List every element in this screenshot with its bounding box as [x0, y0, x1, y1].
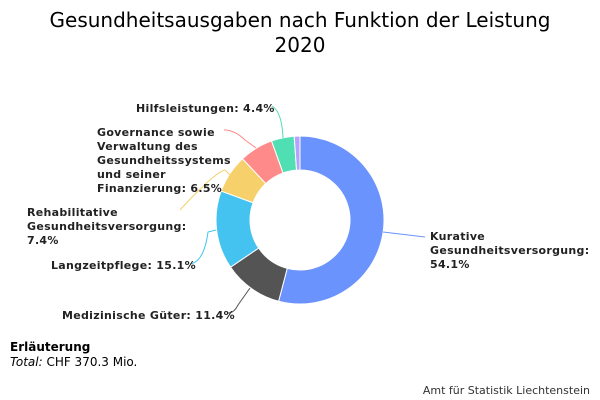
total-label: Total: [10, 355, 43, 369]
label-kurative: Kurative Gesundheitsversorgung: 54.1% [430, 230, 590, 271]
total-value: CHF 370.3 Mio. [42, 355, 138, 369]
label-langzeit: Langzeitpflege: 15.1% [51, 259, 196, 272]
source-credit: Amt für Statistik Liechtenstein [422, 384, 590, 397]
donut-slice-0[interactable] [277, 135, 385, 305]
label-hilfs: Hilfsleistungen: 4.4% [136, 102, 275, 115]
connector-kurative [382, 231, 426, 238]
label-rehab: Rehabilitative Gesundheitsversorgung: 7.… [27, 206, 187, 247]
chart-title: Gesundheitsausgaben nach Funktion der Le… [49, 8, 551, 57]
connector-medizinische [227, 287, 251, 314]
label-medizinische: Medizinische Güter: 11.4% [62, 309, 235, 322]
explanation-note: Erläuterung Total: CHF 370.3 Mio. [10, 340, 137, 370]
connector-hilfs [271, 105, 284, 139]
note-heading: Erläuterung [10, 340, 91, 354]
connector-rehab [179, 169, 233, 211]
donut-slice-6[interactable] [293, 135, 301, 171]
connector-governance [223, 129, 257, 149]
label-governance: Governance sowie Verwaltung des Gesundhe… [97, 126, 231, 195]
connector-langzeit [189, 229, 217, 265]
